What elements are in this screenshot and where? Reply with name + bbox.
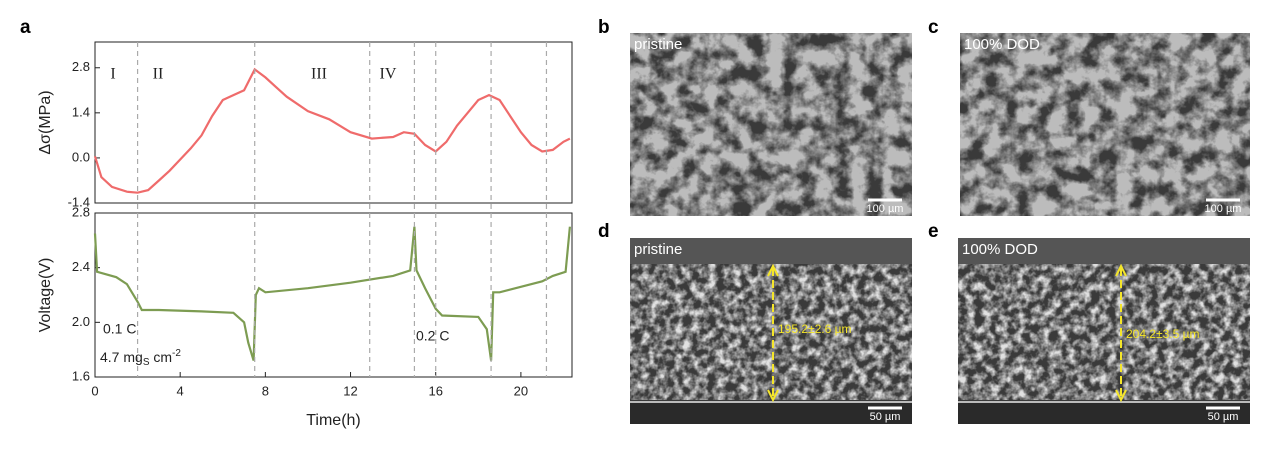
panel-label: d [598,221,610,242]
image-texture [630,33,912,216]
data-line [93,67,571,194]
panel-label: b [598,17,610,38]
image-top [958,238,1250,264]
x-tick-label: 4 [177,383,184,398]
arrow-head [1115,263,1127,403]
y-axis-label: Δσ(MPa) [37,90,54,154]
image-texture [960,33,1250,216]
y-tick-label: 1.4 [72,104,90,119]
stage-label: II [153,66,164,83]
scale-bar-label: 100 µm [1205,203,1242,215]
scale-bar-label: 50 µm [1208,411,1239,423]
image-caption: pristine [634,241,682,258]
x-tick-label: 12 [343,383,357,398]
arrow-head [767,263,779,403]
image-layer [958,264,1250,400]
y-tick-label: 1.6 [72,368,90,383]
image-top [630,238,912,264]
y-tick-label: -1.4 [68,194,90,209]
image-caption: 100% DOD [964,36,1040,53]
thickness-label: 204.2±3.5 µm [1126,327,1200,341]
annotation: 0.2 C [416,328,449,344]
x-tick-label: 8 [262,383,269,398]
sem-image: pristine 100 µm [630,33,912,216]
plot-frame [94,41,573,204]
stage-label: III [311,66,327,83]
annotation-text: cm [149,349,172,365]
stage-label: I [110,66,115,83]
scale-bar-label: 50 µm [870,411,901,423]
x-tick-label: 16 [428,383,442,398]
y-tick-label: 2.4 [72,259,90,274]
data-line [93,226,571,361]
image-layer [630,264,912,400]
thickness-label: 195.2±2.6 µm [778,322,852,336]
image-caption: 100% DOD [962,241,1038,258]
panel-label: a [20,17,31,38]
x-tick-label: 20 [514,383,528,398]
y-tick-label: 2.8 [72,204,90,219]
stage-label: IV [380,66,397,83]
y-tick-label: 2.8 [72,59,90,74]
annotation: 0.1 C [103,321,136,337]
plot-frame [94,212,573,378]
panel-label: e [928,221,939,242]
annotation: 4.7 mgS cm-2 [100,348,181,368]
image-caption: pristine [634,36,682,53]
x-tick-label: 0 [91,383,98,398]
sem-image: 100% DOD 100 µm [960,33,1250,216]
image-substrate [630,402,912,424]
annotation-text: 4.7 mg [100,349,143,365]
y-tick-label: 2.0 [72,314,90,329]
sem-image: pristine 50 µm 195.2±2.6 µm [630,238,912,424]
y-tick-label: 0.0 [72,149,90,164]
x-axis-label: Time(h) [306,412,361,429]
annotation-sup: -2 [172,348,181,359]
image-substrate [958,402,1250,424]
panel-label: c [928,17,939,38]
annotation-sub: S [143,357,150,368]
scale-bar-label: 100 µm [867,203,904,215]
sem-image: 100% DOD 50 µm 204.2±3.5 µm [958,238,1250,424]
y-axis-label: Voltage(V) [37,258,54,333]
